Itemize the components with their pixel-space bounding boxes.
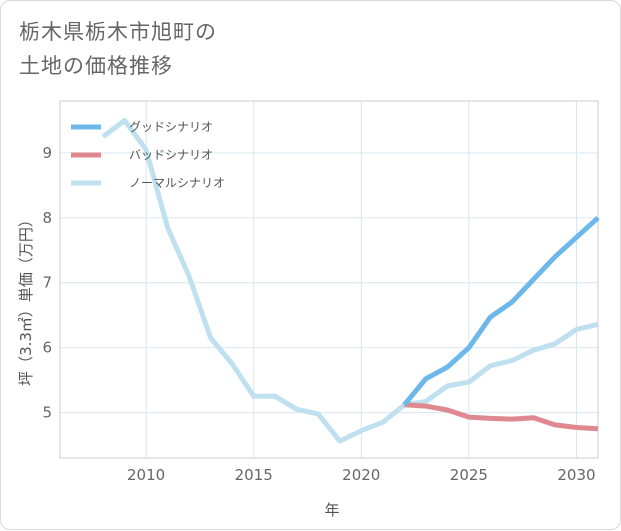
y-tick-label: 8 xyxy=(42,209,52,227)
series-line-1 xyxy=(404,402,599,432)
legend-label-0: グッドシナリオ xyxy=(129,120,213,134)
y-tick-label: 9 xyxy=(42,144,52,162)
chart-series xyxy=(101,118,600,444)
chart-grid xyxy=(60,101,598,458)
y-tick-label: 6 xyxy=(42,339,52,357)
chart-title-line1: 栃木県栃木市旭町の xyxy=(19,20,217,44)
x-tick-label: 2010 xyxy=(127,466,165,484)
y-tick-labels: 5 6 7 8 9 xyxy=(42,144,52,422)
x-tick-label: 2025 xyxy=(450,466,488,484)
plot-area-border xyxy=(59,100,599,459)
x-tick-label: 2030 xyxy=(557,466,595,484)
chart-title: 栃木県栃木市旭町の 土地の価格推移 xyxy=(19,15,217,83)
x-axis-title: 年 xyxy=(324,501,339,519)
y-tick-label: 5 xyxy=(42,404,52,422)
y-tick-label: 7 xyxy=(42,274,52,292)
series-line-2 xyxy=(101,118,599,444)
y-axis-title: 坪（3.3㎡）単価（万円） xyxy=(17,212,35,386)
legend-label-2: ノーマルシナリオ xyxy=(129,176,225,190)
chart-title-line2: 土地の価格推移 xyxy=(19,54,173,78)
x-tick-label: 2015 xyxy=(235,466,273,484)
legend-label-1: バッドシナリオ xyxy=(129,148,213,162)
series-line-0 xyxy=(402,215,600,407)
x-tick-label: 2020 xyxy=(342,466,380,484)
x-tick-labels: 2010 2015 2020 2025 2030 xyxy=(127,466,596,484)
